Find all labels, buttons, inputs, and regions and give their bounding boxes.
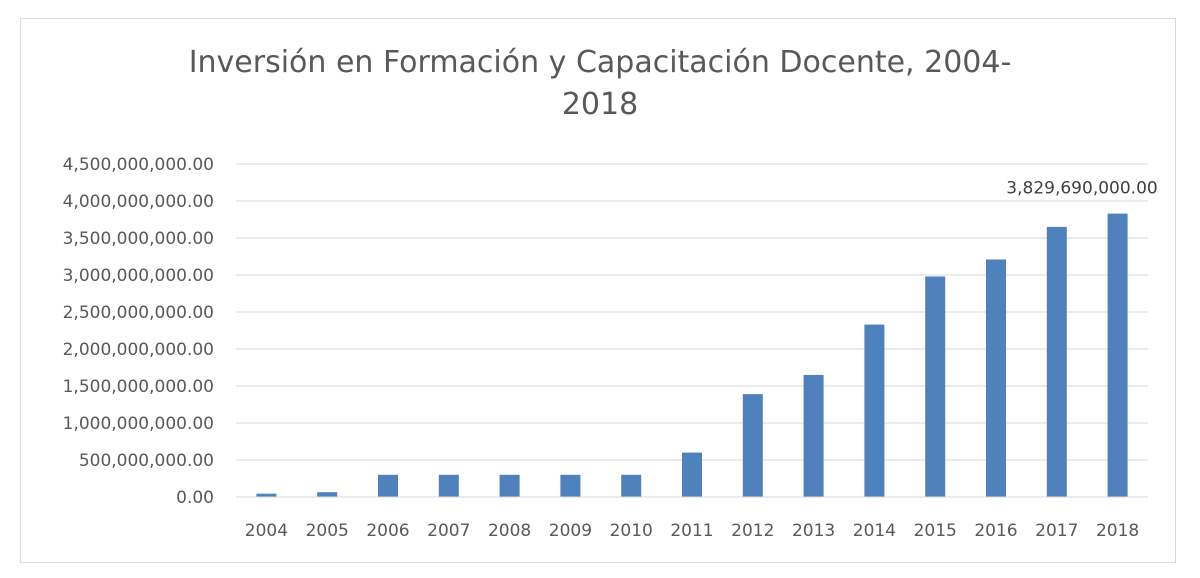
y-tick-label: 3,000,000,000.00 <box>63 266 214 286</box>
y-tick-label: 1,500,000,000.00 <box>63 377 214 397</box>
bar-2005 <box>317 492 338 497</box>
bar-2016 <box>986 259 1006 497</box>
bar-2018 <box>1107 213 1128 497</box>
x-tick-label: 2005 <box>306 521 349 541</box>
x-tick-label: 2013 <box>792 521 835 541</box>
y-tick-label: 0.00 <box>176 488 214 508</box>
bars <box>256 213 1128 497</box>
chart-title: Inversión en Formación y Capacitación Do… <box>0 42 1200 126</box>
y-tick-label: 4,000,000,000.00 <box>63 192 214 212</box>
y-tick-label: 3,500,000,000.00 <box>63 229 214 249</box>
data-labels: 3,829,690,000.00 <box>1006 179 1157 199</box>
x-tick-label: 2018 <box>1096 521 1139 541</box>
bar-2012 <box>742 394 763 497</box>
bar-2014 <box>864 324 885 497</box>
y-tick-label: 4,500,000,000.00 <box>63 155 214 175</box>
bar-2009 <box>560 474 581 497</box>
bar-2015 <box>925 276 946 497</box>
bar-2004 <box>256 493 277 497</box>
bar-2011 <box>682 452 702 497</box>
x-tick-label: 2014 <box>853 521 896 541</box>
x-tick-label: 2007 <box>427 521 470 541</box>
bar-2013 <box>803 374 824 497</box>
bar-2007 <box>438 474 459 497</box>
data-label-2018: 3,829,690,000.00 <box>1006 179 1157 199</box>
y-tick-label: 1,000,000,000.00 <box>63 414 214 434</box>
x-tick-label: 2012 <box>731 521 774 541</box>
x-tick-label: 2009 <box>549 521 592 541</box>
x-tick-label: 2006 <box>366 521 409 541</box>
gridlines <box>236 163 1148 461</box>
chart-title-line-1: Inversión en Formación y Capacitación Do… <box>188 45 1012 80</box>
bar-2017 <box>1046 226 1067 497</box>
x-tick-label: 2008 <box>488 521 531 541</box>
y-axis-ticks: 0.00 500,000,000.00 1,000,000,000.00 1,500,… <box>63 155 214 508</box>
y-tick-label: 2,000,000,000.00 <box>63 340 214 360</box>
x-tick-label: 2016 <box>974 521 1017 541</box>
bar-2006 <box>378 474 398 497</box>
bar-2008 <box>499 474 520 497</box>
chart-frame <box>20 18 1176 563</box>
x-tick-label: 2011 <box>670 521 713 541</box>
chart-title-line-2: 2018 <box>561 87 639 122</box>
y-tick-label: 2,500,000,000.00 <box>63 303 214 323</box>
x-axis-ticks: 2004 2005 2006 2007 2008 2009 2010 2011 2012 2013… <box>245 521 1139 541</box>
x-tick-label: 2004 <box>245 521 288 541</box>
x-tick-label: 2017 <box>1035 521 1078 541</box>
x-tick-label: 2010 <box>610 521 653 541</box>
y-tick-label: 500,000,000.00 <box>79 451 214 471</box>
x-tick-label: 2015 <box>914 521 957 541</box>
bar-2010 <box>621 474 642 497</box>
